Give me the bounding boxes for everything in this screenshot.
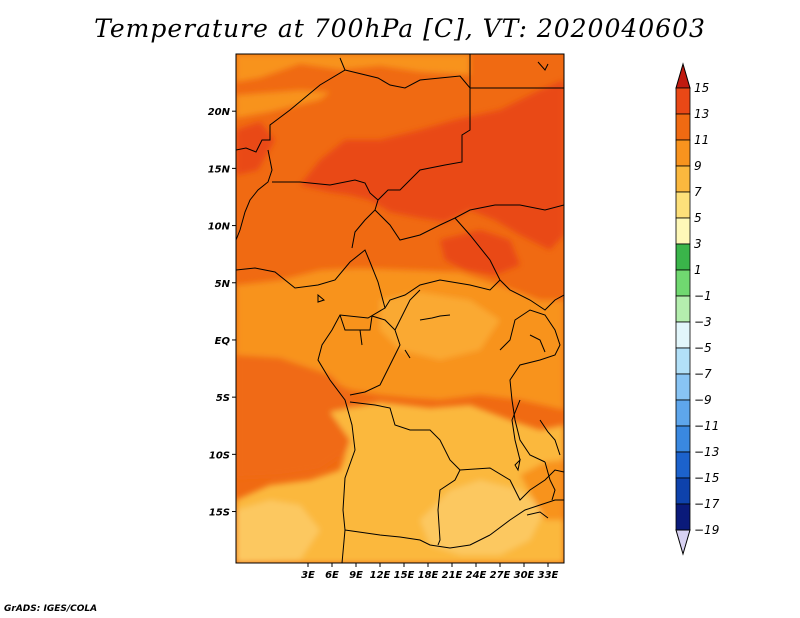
- temperature-field: [236, 54, 564, 563]
- country-borders: [236, 54, 564, 563]
- lat-tick-label: 20N: [208, 107, 231, 118]
- lon-tick-label: 27E: [490, 570, 511, 581]
- colorbar: 15 13 11 9 7 5 3 1 −1 −3 −5 −7 −9 −11 −13 −15 −17 −19: [675, 62, 720, 556]
- lon-tick-label: 21E: [442, 570, 463, 581]
- colorbar-label: −5: [694, 341, 712, 355]
- credit-text: GrADS: IGES/COLA: [4, 604, 98, 614]
- lon-tick-label: 3E: [301, 570, 315, 581]
- lon-tick-label: 33E: [538, 570, 559, 581]
- lon-tick-label: 18E: [418, 570, 439, 581]
- colorbar-swatch: [675, 113, 691, 141]
- lon-tick-label: 9E: [349, 570, 363, 581]
- colorbar-swatch: [675, 451, 691, 479]
- colorbar-label: 13: [694, 107, 709, 121]
- colorbar-swatch: [675, 139, 691, 167]
- colorbar-swatch: [675, 165, 691, 193]
- map-title: Temperature at 700hPa [C], VT: 202004060…: [94, 14, 706, 43]
- lon-tick-label: 24E: [466, 570, 487, 581]
- colorbar-label: −19: [694, 523, 719, 537]
- colorbar-bottom-cap: [675, 529, 691, 556]
- colorbar-label: −9: [694, 393, 712, 407]
- colorbar-label: 3: [694, 237, 702, 251]
- colorbar-swatch: [675, 425, 691, 453]
- colorbar-label: −17: [694, 497, 720, 511]
- lat-tick-label: EQ: [215, 336, 231, 347]
- colorbar-swatch: [675, 295, 691, 323]
- colorbar-label: −7: [694, 367, 712, 381]
- colorbar-swatch: [675, 191, 691, 219]
- colorbar-label: 5: [694, 211, 702, 225]
- lon-tick-label: 12E: [370, 570, 391, 581]
- colorbar-label: 11: [694, 133, 709, 147]
- colorbar-label: 9: [694, 159, 702, 173]
- colorbar-swatch: [675, 347, 691, 375]
- colorbar-swatch: [675, 477, 691, 505]
- colorbar-swatch: [675, 87, 691, 115]
- colorbar-label: −15: [694, 471, 719, 485]
- lat-tick-label: 5N: [215, 279, 231, 290]
- latitude-axis: 20N 15N 10N 5N EQ 5S 10S 15S: [208, 107, 236, 519]
- colorbar-top-cap: [675, 62, 691, 89]
- colorbar-swatch: [675, 321, 691, 349]
- colorbar-label: −11: [694, 419, 719, 433]
- colorbar-swatch: [675, 217, 691, 245]
- colorbar-swatch: [675, 243, 691, 271]
- colorbar-label: 15: [694, 81, 709, 95]
- colorbar-label: −3: [694, 315, 712, 329]
- colorbar-label: −1: [694, 289, 712, 303]
- lon-tick-label: 15E: [394, 570, 415, 581]
- lat-tick-label: 10N: [208, 222, 231, 233]
- lat-tick-label: 5S: [216, 393, 230, 404]
- longitude-axis: 3E 6E 9E 12E 15E 18E 21E 24E 27E 30E 33E: [301, 563, 559, 581]
- lat-tick-label: 15N: [208, 164, 231, 175]
- colorbar-swatch: [675, 399, 691, 427]
- lat-tick-label: 15S: [209, 508, 230, 519]
- lat-tick-label: 10S: [209, 450, 230, 461]
- colorbar-label: 7: [694, 185, 702, 199]
- colorbar-swatch: [675, 269, 691, 297]
- colorbar-label: 1: [694, 263, 702, 277]
- lon-tick-label: 6E: [325, 570, 339, 581]
- colorbar-label: −13: [694, 445, 719, 459]
- map-frame: [235, 53, 565, 564]
- lon-tick-label: 30E: [514, 570, 535, 581]
- colorbar-swatch: [675, 503, 691, 531]
- colorbar-swatch: [675, 373, 691, 401]
